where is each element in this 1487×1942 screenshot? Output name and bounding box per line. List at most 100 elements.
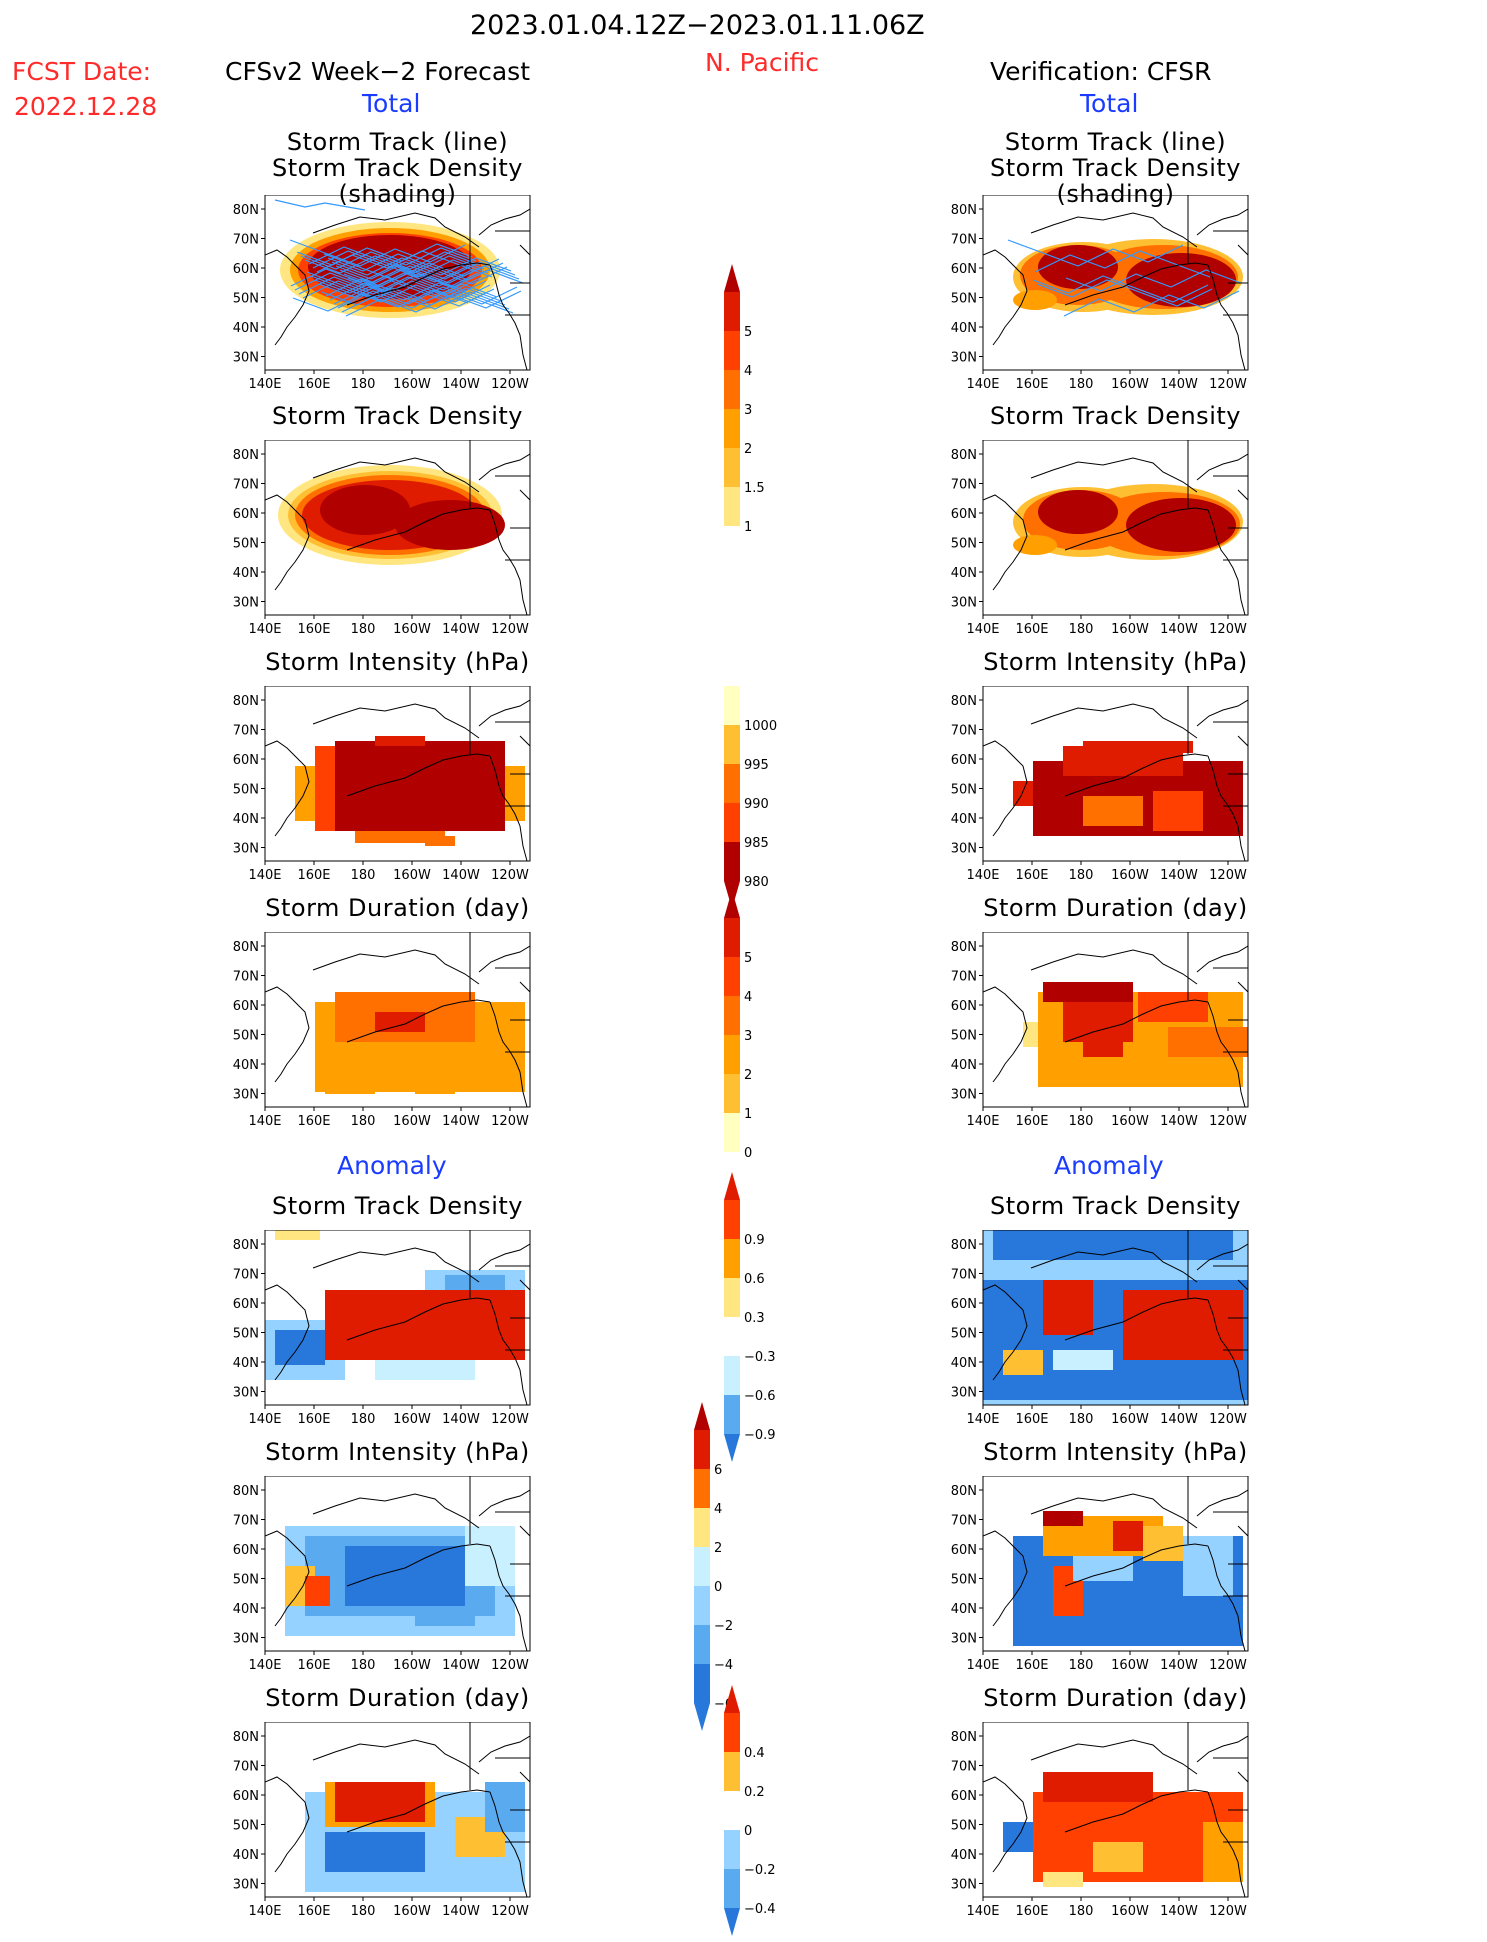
- lat-tick-label: 30N: [951, 1088, 977, 1103]
- lon-tick-label: 120W: [1209, 868, 1247, 883]
- lon-tick-label: 180: [351, 1658, 376, 1673]
- colorbar-label: 0.3: [744, 1311, 765, 1326]
- lat-tick-label: 40N: [233, 812, 259, 827]
- lon-tick-label: 120W: [491, 1658, 529, 1673]
- intensity-title-f: Storm Intensity (hPa): [265, 648, 530, 676]
- lon-tick-label: 180: [351, 1114, 376, 1129]
- colorbar-label: −0.2: [744, 1863, 776, 1878]
- lon-tick-label: 160W: [1111, 377, 1149, 392]
- lat-tick-label: 60N: [233, 262, 259, 277]
- intensity-map-v-map: 80N 70N 60N 50N 40N 30N 140E 160E 180 160W 140W 120…: [951, 685, 1249, 883]
- lat-tick-label: 30N: [951, 1632, 977, 1647]
- lon-tick-label: 140E: [966, 1412, 999, 1427]
- colorbar-label: 0.9: [744, 1233, 765, 1248]
- lon-tick-label: 140W: [1160, 1412, 1198, 1427]
- lat-tick-label: 30N: [233, 1632, 259, 1647]
- intensity-map-f: 80N 70N 60N 50N 40N 30N 140E 160E 180 160W 140W 120…: [215, 685, 540, 891]
- density-map-v-map: 80N 70N 60N 50N 40N 30N 140E 160E 180 160W 140W 120…: [951, 439, 1249, 637]
- lat-tick-label: 30N: [233, 1088, 259, 1103]
- colorbar-label: −0.3: [744, 1350, 776, 1365]
- intensity-anom-title-f: Storm Intensity (hPa): [265, 1438, 530, 1466]
- fcst-date-label: FCST Date:: [12, 57, 152, 86]
- lat-tick-label: 70N: [951, 233, 977, 248]
- colorbar-label: 0.6: [744, 1272, 765, 1287]
- colorbar-label: 4: [744, 990, 752, 1005]
- lon-tick-label: 160E: [297, 622, 330, 637]
- lat-tick-label: 40N: [951, 566, 977, 581]
- duration-anom-map-f: 80N 70N 60N 50N 40N 30N 140E 160E 180 160W 140W 120…: [215, 1721, 540, 1927]
- lon-tick-label: 120W: [1209, 1904, 1247, 1919]
- lon-tick-label: 160W: [1111, 1904, 1149, 1919]
- lon-tick-label: 160W: [1111, 1658, 1149, 1673]
- density-anom-title-f: Storm Track Density: [272, 1192, 523, 1220]
- lon-tick-label: 140E: [248, 1114, 281, 1129]
- colorbar-label: −0.9: [744, 1428, 776, 1443]
- lat-tick-label: 40N: [951, 1602, 977, 1617]
- lon-tick-label: 180: [351, 622, 376, 637]
- lon-tick-label: 120W: [1209, 1412, 1247, 1427]
- intensity-map-f-map: 80N 70N 60N 50N 40N 30N 140E 160E 180 160W 140W 120…: [233, 685, 531, 883]
- lon-tick-label: 140E: [248, 622, 281, 637]
- lat-tick-label: 80N: [233, 940, 259, 955]
- lon-tick-label: 140W: [442, 377, 480, 392]
- lat-tick-label: 30N: [233, 842, 259, 857]
- lat-tick-label: 60N: [951, 1297, 977, 1312]
- lat-tick-label: 50N: [233, 1327, 259, 1342]
- lon-tick-label: 160W: [393, 377, 431, 392]
- lat-tick-label: 70N: [951, 1514, 977, 1529]
- lat-tick-label: 30N: [951, 351, 977, 366]
- lon-tick-label: 160E: [1015, 622, 1048, 637]
- anomaly-label-right: Anomaly: [1054, 1151, 1164, 1180]
- lat-tick-label: 70N: [233, 1760, 259, 1775]
- colorbar-duration-anom: 0.4 0.2 0 −0.2 −0.4: [722, 1683, 802, 1942]
- track-map-v: 80N 70N 60N 50N 40N 30N 140E 160E 180 160W 140W 120…: [933, 194, 1258, 400]
- lon-tick-label: 160E: [297, 377, 330, 392]
- lon-tick-label: 160E: [1015, 868, 1048, 883]
- lat-tick-label: 80N: [951, 1730, 977, 1745]
- lat-tick-label: 40N: [951, 1848, 977, 1863]
- density-anom-map-f-map: 80N 70N 60N 50N 40N 30N 140E 160E 180 160W 140W 120…: [233, 1229, 531, 1427]
- lat-tick-label: 50N: [233, 537, 259, 552]
- lat-tick-label: 30N: [951, 842, 977, 857]
- lat-tick-label: 60N: [233, 1789, 259, 1804]
- lon-tick-label: 140E: [248, 868, 281, 883]
- lon-tick-label: 180: [1069, 1658, 1094, 1673]
- lon-tick-label: 160W: [393, 622, 431, 637]
- lat-tick-label: 30N: [233, 1878, 259, 1893]
- lat-tick-label: 80N: [951, 448, 977, 463]
- intensity-anom-map-v-map: 80N 70N 60N 50N 40N 30N 140E 160E 180 160W 140W 120…: [951, 1475, 1249, 1673]
- lon-tick-label: 120W: [491, 868, 529, 883]
- lat-tick-label: 70N: [233, 970, 259, 985]
- lat-tick-label: 80N: [951, 1238, 977, 1253]
- lon-tick-label: 160E: [297, 1412, 330, 1427]
- lon-tick-label: 140E: [248, 1412, 281, 1427]
- track-map-v-map: 80N 70N 60N 50N 40N 30N 140E 160E 180 160W 140W 120…: [951, 194, 1249, 392]
- lon-tick-label: 160W: [393, 1114, 431, 1129]
- lat-tick-label: 50N: [951, 292, 977, 307]
- colorbar-label: 1: [744, 1107, 752, 1122]
- lon-tick-label: 140E: [966, 377, 999, 392]
- track-line-title-v: Storm Track (line): [1004, 128, 1227, 156]
- colorbar-label: 990: [744, 797, 769, 812]
- lon-tick-label: 160W: [1111, 868, 1149, 883]
- density-anom-map-f: 80N 70N 60N 50N 40N 30N 140E 160E 180 160W 140W 120…: [215, 1229, 540, 1435]
- lon-tick-label: 180: [351, 1412, 376, 1427]
- lon-tick-label: 180: [351, 1904, 376, 1919]
- lon-tick-label: 140E: [248, 1658, 281, 1673]
- colorbar-intensity-total: 1000 995 990 985 980: [722, 656, 802, 915]
- lat-tick-label: 40N: [233, 1356, 259, 1371]
- lon-tick-label: 140E: [966, 1904, 999, 1919]
- lat-tick-label: 80N: [233, 203, 259, 218]
- lat-tick-label: 70N: [951, 1268, 977, 1283]
- lon-tick-label: 140W: [442, 622, 480, 637]
- lat-tick-label: 50N: [233, 1029, 259, 1044]
- duration-map-v: 80N 70N 60N 50N 40N 30N 140E 160E 180 160W 140W 120…: [933, 931, 1258, 1137]
- density-anom-map-v: 80N 70N 60N 50N 40N 30N 140E 160E 180 160W 140W 120…: [933, 1229, 1258, 1435]
- lat-tick-label: 70N: [951, 1760, 977, 1775]
- total-label-left: Total: [362, 89, 421, 118]
- lat-tick-label: 40N: [233, 1058, 259, 1073]
- track-line-title-f: Storm Track (line): [286, 128, 509, 156]
- lat-tick-label: 70N: [951, 478, 977, 493]
- lon-tick-label: 180: [1069, 1904, 1094, 1919]
- lat-tick-label: 70N: [233, 724, 259, 739]
